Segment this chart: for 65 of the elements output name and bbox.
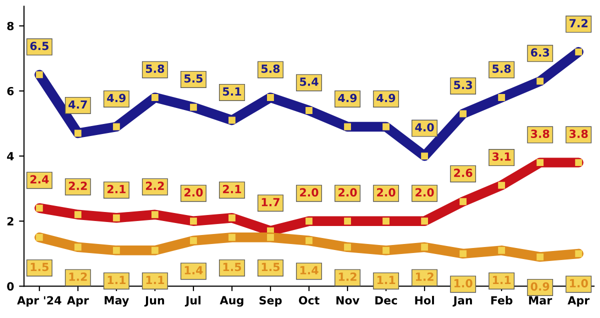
data-label: 2.6 — [454, 168, 472, 178]
data-label: 2.2 — [146, 182, 164, 190]
data-label: 5.1 — [222, 87, 242, 96]
x-tick-label: Dec — [375, 296, 397, 305]
x-tick-label: Nov — [336, 296, 360, 305]
data-label: 4.0 — [415, 123, 434, 132]
data-label: 2.0 — [338, 188, 357, 197]
x-tick-label: Jul — [184, 296, 200, 307]
y-tick-label: 4 — [7, 152, 14, 160]
data-label: 4.9 — [107, 94, 126, 102]
data-label: 5.8 — [492, 64, 511, 73]
x-tick-label: Aug — [220, 296, 244, 307]
data-label: 7.2 — [569, 18, 588, 28]
data-label: 5.3 — [454, 80, 472, 90]
data-label: 1.1 — [146, 276, 164, 284]
data-label: 1.5 — [223, 262, 242, 272]
data-label: 5.8 — [146, 64, 164, 73]
data-label: 2.0 — [184, 188, 203, 197]
data-label: 6.3 — [530, 48, 550, 57]
data-label: 1.2 — [338, 272, 356, 281]
data-label: 2.0 — [377, 188, 396, 197]
data-label: 4.9 — [338, 94, 357, 102]
data-label: 1.5 — [30, 262, 48, 272]
x-tick-label: Hol — [415, 296, 434, 305]
data-label: 3.1 — [492, 152, 511, 161]
x-tick-label: Apr — [568, 296, 590, 307]
x-tick-label: May — [104, 296, 129, 307]
data-label: 1.0 — [570, 279, 588, 288]
x-tick-label: Jun — [144, 296, 164, 307]
data-label: 1.2 — [69, 272, 87, 281]
data-label: 1.1 — [108, 276, 126, 284]
data-label: 5.5 — [184, 74, 203, 83]
data-label: 2.4 — [30, 175, 49, 184]
data-label: 5.8 — [262, 64, 280, 73]
x-tick-label: Jan — [452, 296, 472, 307]
x-tick-label: Apr '24 — [17, 296, 62, 307]
x-tick-label: Sep — [260, 296, 282, 307]
data-label: 2.0 — [300, 188, 318, 197]
x-tick-label: Apr — [66, 296, 89, 307]
data-label: 2.2 — [68, 182, 87, 190]
data-label: 4.9 — [376, 94, 396, 102]
data-label: 1.4 — [300, 266, 318, 274]
x-tick-label: Feb — [491, 296, 512, 305]
x-tick-label: Mar — [529, 296, 552, 305]
data-label: 5.4 — [300, 78, 318, 86]
data-label: 1.0 — [454, 279, 472, 288]
data-label: 1.1 — [377, 276, 396, 284]
data-label: 4.7 — [68, 100, 87, 109]
data-label: 6.5 — [30, 42, 48, 50]
data-label: 0.9 — [530, 282, 550, 291]
data-label: 3.8 — [569, 130, 588, 138]
data-label: 2.0 — [416, 188, 434, 197]
data-label: 1.2 — [416, 272, 434, 281]
data-label: 1.1 — [492, 276, 511, 284]
y-tick-label: 8 — [7, 22, 14, 30]
data-label: 1.5 — [262, 262, 280, 272]
x-tick-label: Oct — [298, 296, 320, 305]
data-label: 2.1 — [107, 184, 126, 194]
y-tick-label: 0 — [7, 282, 14, 291]
y-tick-label: 6 — [7, 86, 14, 96]
data-label: 1.4 — [184, 266, 203, 274]
data-label: 3.8 — [530, 130, 550, 138]
y-tick-label: 2 — [7, 217, 14, 226]
data-label: 1.7 — [262, 198, 280, 206]
data-label: 2.1 — [223, 184, 242, 194]
